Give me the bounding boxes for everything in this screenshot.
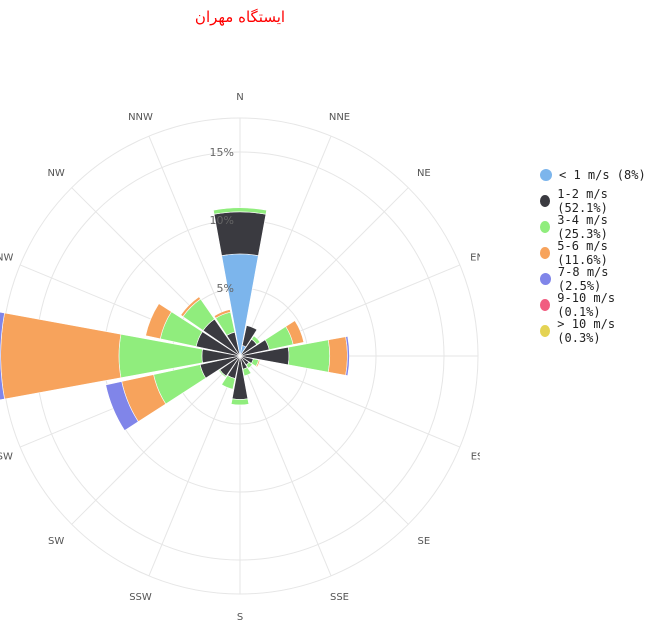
rose-sector [242, 367, 252, 377]
legend-marker [540, 247, 551, 259]
legend-item[interactable]: 1-2 m/s (52.1%) [540, 187, 650, 215]
rose-sector [105, 381, 139, 431]
rose-sector [145, 303, 172, 340]
legend-marker [540, 299, 551, 311]
legend-marker [540, 273, 551, 285]
legend-item[interactable]: 7-8 m/s (2.5%) [540, 265, 650, 293]
direction-label: WSW [0, 451, 13, 462]
rose-sector [285, 320, 305, 345]
legend-label: 1-2 m/s (52.1%) [557, 187, 608, 215]
grid-spoke [239, 135, 332, 357]
legend-item[interactable]: 9-10 m/s (0.1%) [540, 291, 650, 319]
direction-label: WNW [0, 253, 14, 264]
rose-sector [255, 359, 261, 368]
radial-tick-label: 15% [210, 146, 234, 159]
grid-spoke [239, 187, 409, 357]
direction-label: NE [417, 168, 431, 179]
grid-spoke [239, 355, 409, 525]
rose-sector [287, 339, 331, 373]
grid-spoke [148, 355, 241, 577]
direction-label: NNE [329, 112, 350, 123]
direction-label: SW [48, 536, 64, 547]
chart-title: ایستگاه مهران [194, 8, 286, 26]
legend-item[interactable]: 3-4 m/s (25.3%) [540, 213, 650, 241]
direction-label: SSE [330, 592, 349, 603]
legend-label: 5-6 m/s (11.6%) [557, 239, 608, 267]
legend-label: 3-4 m/s (25.3%) [557, 213, 608, 241]
rose-sector [327, 336, 348, 376]
legend-label: 9-10 m/s (0.1%) [557, 291, 616, 319]
direction-label: SE [418, 536, 431, 547]
legend-item[interactable]: 5-6 m/s (11.6%) [540, 239, 650, 267]
direction-label: S [237, 612, 243, 623]
rose-sector [230, 398, 250, 406]
rose-sector [0, 311, 5, 401]
rose-sector [251, 335, 261, 345]
wind-rose-chart: 5%10%15%NNNENEENEEESESESSESSSWSWWSWWWNWN… [0, 92, 480, 623]
direction-label: NNW [128, 112, 153, 123]
legend-label: < 1 m/s (8%) [559, 168, 646, 182]
grid-spoke [239, 355, 332, 577]
direction-label: SSW [129, 592, 152, 603]
radial-tick-label: 5% [217, 282, 234, 295]
legend: < 1 m/s (8%) 1-2 m/s (52.1%) 3-4 m/s (25… [540, 162, 650, 345]
radial-tick-label: 10% [210, 214, 234, 227]
rose-sector [218, 369, 227, 378]
legend-marker [540, 221, 551, 233]
legend-marker [540, 169, 552, 181]
direction-label: ENE [470, 253, 480, 264]
rose-sector [221, 375, 236, 390]
rose-sector [345, 335, 350, 377]
legend-item[interactable]: < 1 m/s (8%) [540, 162, 650, 188]
direction-label: N [236, 92, 243, 103]
rose-sector [0, 312, 122, 400]
legend-label: > 10 m/s (0.3%) [557, 317, 616, 345]
rose-sector [245, 361, 253, 369]
legend-marker [540, 195, 551, 207]
rose-sector [241, 325, 258, 348]
grid-spoke [71, 355, 241, 525]
direction-label: NW [47, 168, 64, 179]
grid-spoke [239, 355, 461, 448]
direction-label: ESE [471, 451, 480, 462]
rose-sector [213, 309, 231, 319]
legend-label: 7-8 m/s (2.5%) [557, 265, 609, 293]
legend-marker [540, 325, 551, 337]
rose-sector [180, 296, 201, 317]
rose-sector [213, 207, 267, 215]
legend-item[interactable]: > 10 m/s (0.3%) [540, 317, 650, 345]
